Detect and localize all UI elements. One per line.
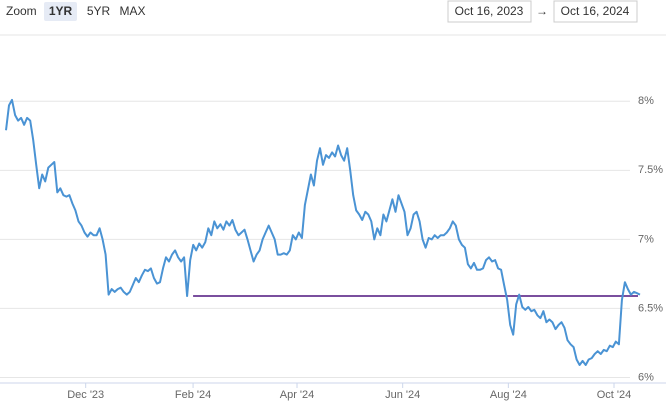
y-tick-label: 6%	[638, 371, 654, 383]
range-arrow: →	[536, 4, 548, 18]
y-tick-label: 6.5%	[638, 302, 663, 314]
y-tick-label: 7%	[638, 233, 654, 245]
zoom-button-bg[interactable]	[44, 2, 77, 21]
x-tick-label: Feb '24	[175, 389, 211, 401]
rate-line	[5, 98, 641, 366]
x-tick-label: Dec '23	[67, 389, 104, 401]
range-end-box[interactable]	[553, 0, 638, 23]
range-start-box[interactable]	[447, 0, 532, 23]
x-tick-label: Oct '24	[597, 389, 632, 401]
range-start[interactable]: Oct 16, 2023	[455, 4, 524, 18]
zoom-button[interactable]: 5YR	[87, 4, 111, 18]
x-tick-label: Aug '24	[490, 389, 527, 401]
zoom-button[interactable]: 1YR	[49, 4, 73, 18]
y-tick-label: 8%	[638, 95, 654, 107]
zoom-button[interactable]: MAX	[119, 4, 145, 18]
x-tick-label: Jun '24	[385, 389, 420, 401]
range-end[interactable]: Oct 16, 2024	[561, 4, 630, 18]
zoom-label: Zoom	[6, 4, 37, 18]
x-tick-label: Apr '24	[280, 389, 315, 401]
y-tick-label: 7.5%	[638, 164, 663, 176]
